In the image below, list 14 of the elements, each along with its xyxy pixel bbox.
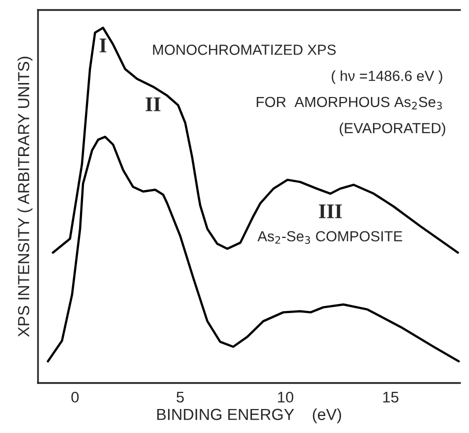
annotation: FOR AMORPHOUS As$_{2}$Se$_{3}$ bbox=[256, 96, 442, 110]
annotation: III bbox=[318, 204, 342, 218]
annotation: (EVAPORATED) bbox=[340, 122, 446, 136]
annotation: I bbox=[100, 38, 106, 52]
y-axis-title: XPS INTENSITY ( ARBITRARY UNITS) bbox=[18, 56, 32, 337]
x-tick-label: 5 bbox=[176, 392, 184, 403]
annotation: ( hν =1486.6 eV ) bbox=[332, 70, 442, 84]
annotation: MONOCHROMATIZED XPS bbox=[153, 44, 336, 55]
x-tick-label: 15 bbox=[383, 392, 398, 403]
x-axis-title: BINDING ENERGY (eV) bbox=[157, 408, 342, 424]
annotation: As$_{2}$-Se$_{3}$ COMPOSITE bbox=[257, 231, 402, 244]
annotation: II bbox=[146, 98, 160, 112]
x-tick-label: 10 bbox=[278, 392, 294, 403]
x-tick-label: 0 bbox=[71, 392, 79, 403]
